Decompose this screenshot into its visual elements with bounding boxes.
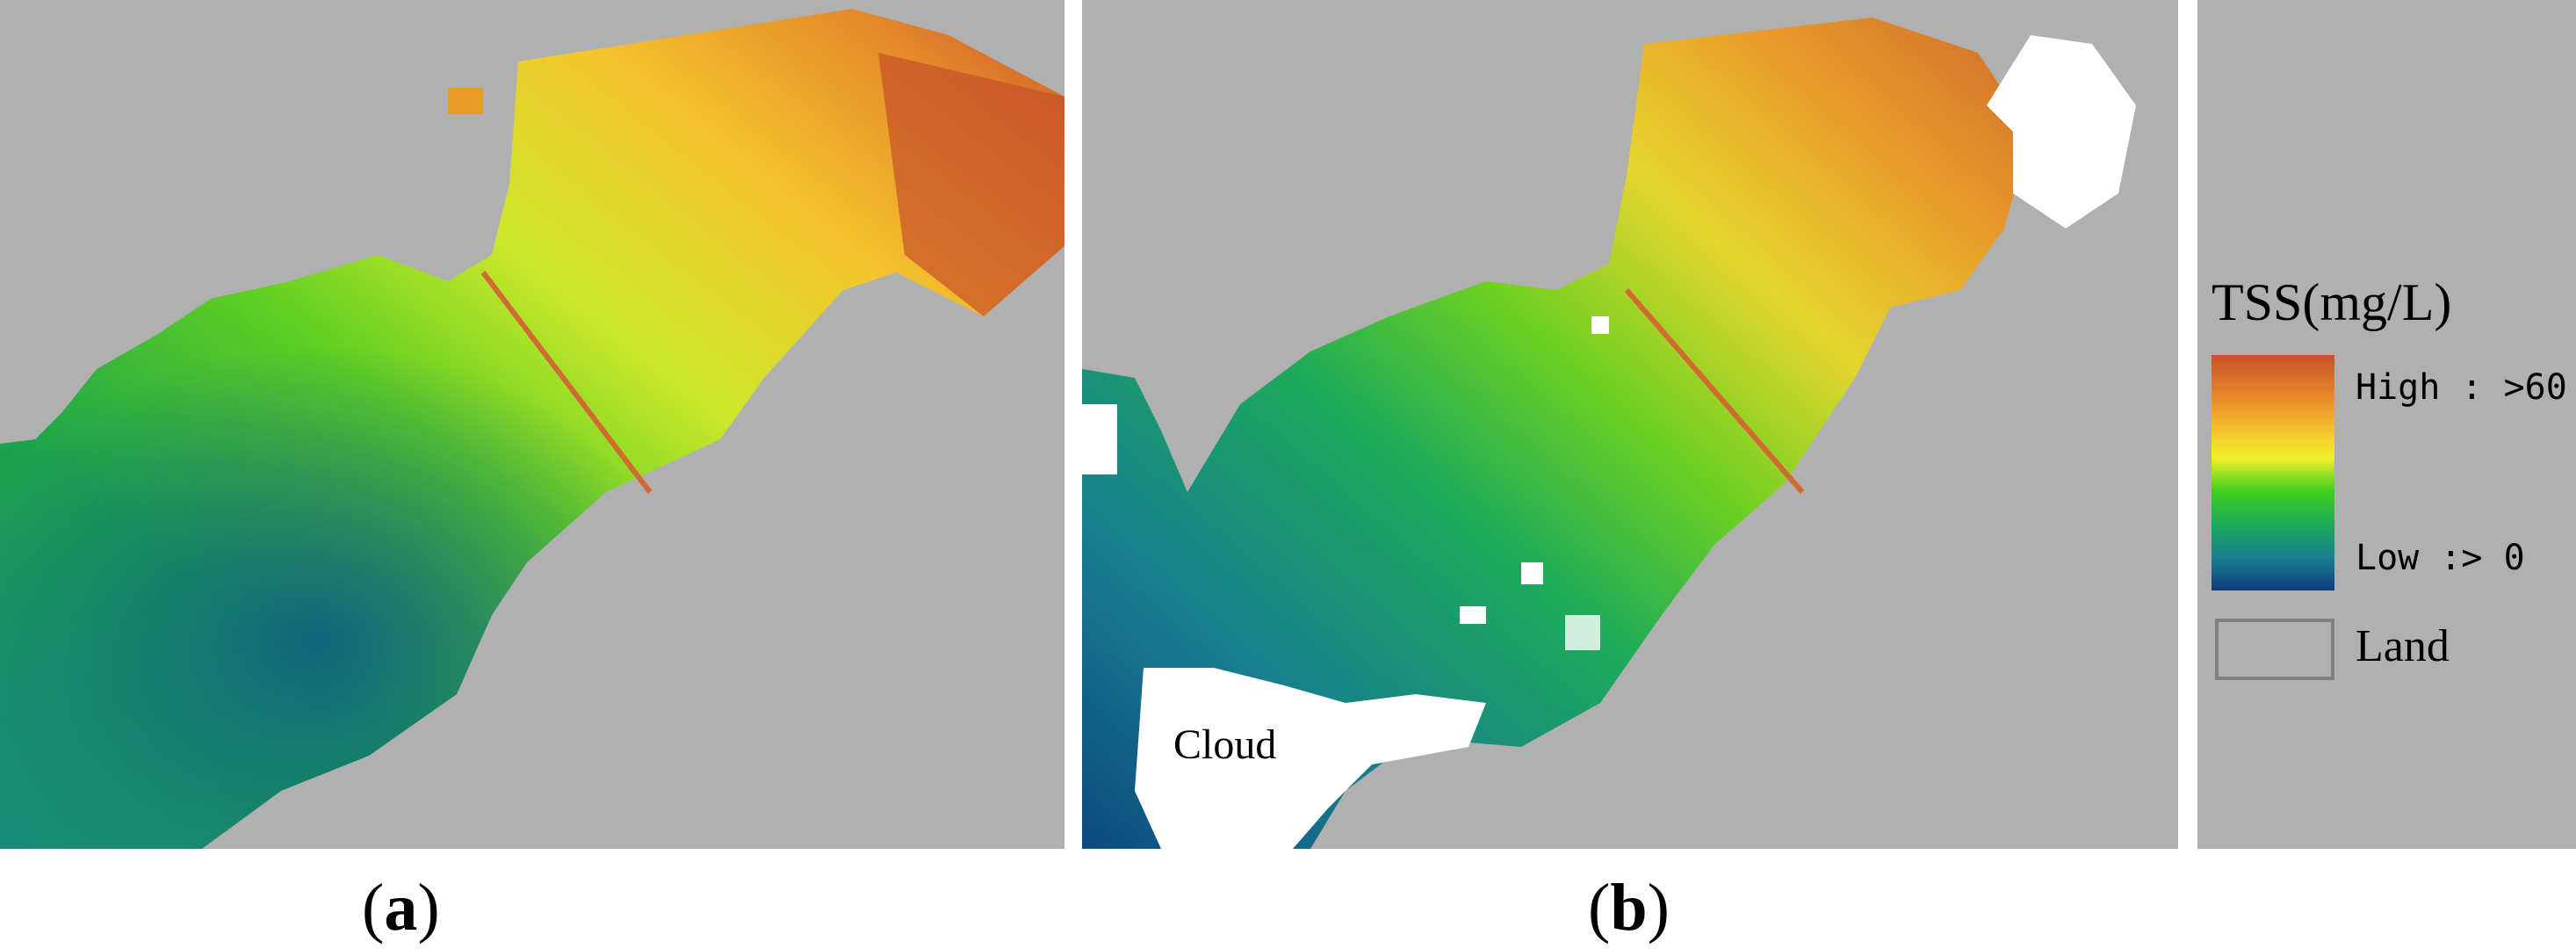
legend-color-ramp <box>2212 355 2334 590</box>
cloud-label: Cloud <box>1173 721 1277 768</box>
tss-map-a-graphic <box>0 9 1064 849</box>
legend-high-label: High : >60 <box>2356 367 2567 408</box>
tss-map-b-graphic <box>1082 18 2136 849</box>
legend-land-label: Land <box>2356 621 2450 671</box>
cloud-cover-northeast <box>1987 35 2136 228</box>
legend-title: TSS(mg/L) <box>2212 273 2452 331</box>
tss-map-panel-a <box>0 0 1064 849</box>
legend-low-label: Low :> 0 <box>2356 538 2525 578</box>
panel-label-a: (a) <box>362 871 440 945</box>
water-body-b <box>1082 18 2031 849</box>
panel-label-b: (b) <box>1588 871 1670 945</box>
cloud-cover-south <box>1135 668 1486 849</box>
tss-map-panel-b <box>1082 0 2178 849</box>
legend-land-swatch <box>2215 619 2334 680</box>
